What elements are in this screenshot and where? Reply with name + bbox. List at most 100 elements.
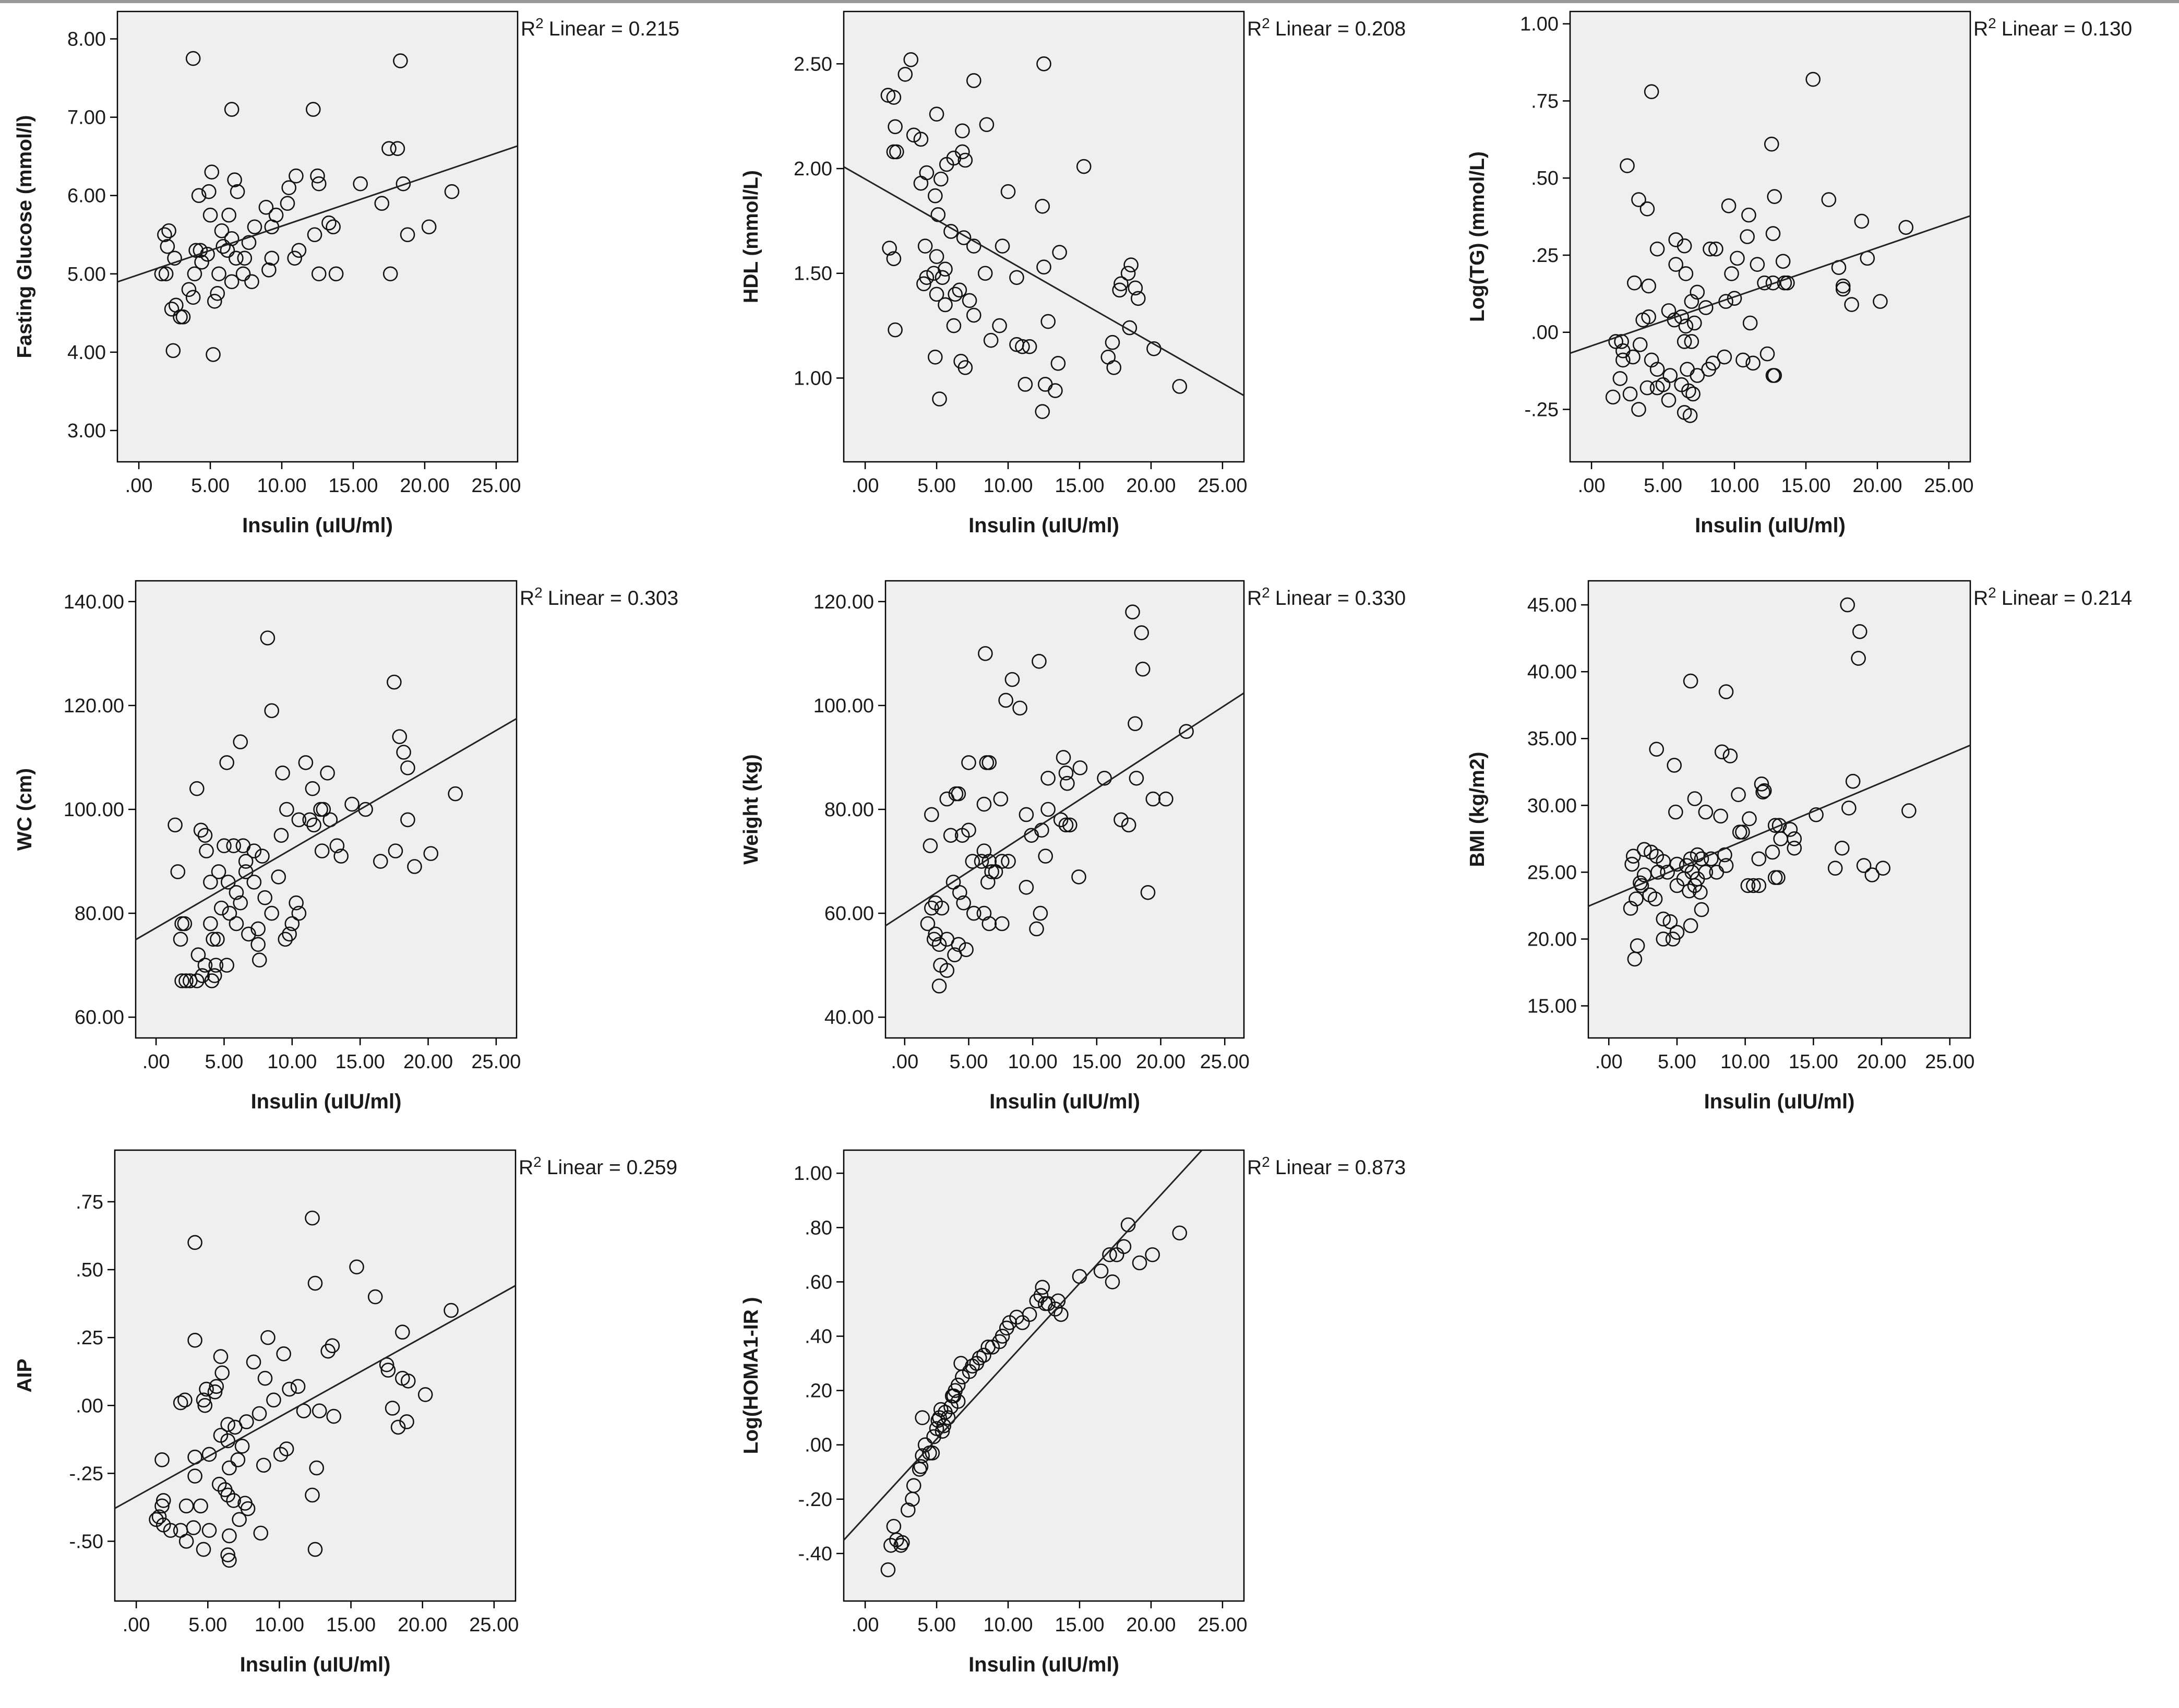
data-point — [246, 1354, 261, 1370]
data-point — [915, 1448, 930, 1463]
data-point — [1631, 192, 1646, 207]
data-point — [177, 1392, 193, 1408]
data-point — [207, 1384, 223, 1400]
data-point — [220, 1417, 235, 1432]
data-point — [170, 864, 186, 879]
data-point — [219, 755, 234, 770]
data-point — [1615, 352, 1631, 368]
data-point — [928, 350, 943, 365]
data-point — [1172, 379, 1188, 394]
data-point — [305, 1487, 320, 1503]
x-axis-title: Insulin (uIU/ml) — [1695, 514, 1846, 537]
data-point — [1128, 716, 1143, 732]
data-point — [1667, 758, 1682, 773]
y-tick-label: .75 — [1531, 90, 1559, 112]
data-point — [1685, 386, 1701, 402]
data-point — [939, 157, 954, 172]
data-point — [396, 745, 411, 760]
data-point — [925, 1446, 940, 1461]
data-point — [1755, 784, 1770, 800]
x-axis-title: Insulin (uIU/ml) — [1704, 1090, 1855, 1113]
data-point — [1767, 189, 1782, 204]
data-point — [1058, 766, 1074, 781]
x-tick-label: 25.00 — [1198, 1614, 1247, 1636]
plot-frame — [843, 1149, 1245, 1602]
data-point — [1125, 604, 1140, 620]
data-point — [222, 1460, 237, 1476]
data-point — [1687, 315, 1702, 331]
data-point — [1179, 724, 1194, 739]
data-point — [1683, 673, 1698, 689]
data-point — [1845, 773, 1861, 789]
data-point — [1898, 220, 1914, 235]
data-point — [307, 1275, 323, 1291]
x-axis-title: Insulin (uIU/ml) — [240, 1653, 391, 1676]
data-point — [1805, 71, 1821, 87]
fit-line — [844, 166, 1244, 397]
data-point — [189, 781, 205, 796]
data-point — [197, 828, 213, 843]
data-point — [1017, 377, 1033, 392]
data-point — [1717, 349, 1732, 365]
data-point — [1678, 318, 1694, 334]
data-point — [1639, 201, 1655, 217]
data-point — [257, 1370, 273, 1386]
x-tick-label: 20.00 — [1852, 475, 1902, 497]
data-point — [1642, 887, 1657, 903]
r-squared-label: R2 Linear = 0.259 — [519, 1154, 677, 1179]
data-point — [407, 859, 422, 874]
data-point — [976, 1347, 991, 1363]
y-tick-label: .40 — [805, 1326, 832, 1348]
data-point — [203, 875, 218, 890]
x-tick-label: 10.00 — [983, 1614, 1033, 1636]
data-point — [1649, 241, 1665, 257]
data-point — [1856, 858, 1872, 873]
data-points — [880, 1217, 1188, 1578]
data-point — [204, 164, 220, 180]
data-point — [193, 243, 208, 258]
data-point — [215, 238, 231, 254]
data-point — [1864, 867, 1880, 882]
data-point — [926, 1429, 941, 1444]
y-tick-label: 25.00 — [1527, 862, 1577, 883]
x-tick-label: .00 — [852, 1614, 879, 1636]
data-points — [1623, 597, 1917, 967]
data-point — [1742, 315, 1758, 331]
data-point — [1854, 213, 1870, 229]
data-point — [312, 1403, 327, 1418]
data-point — [974, 854, 989, 869]
data-point — [1656, 911, 1671, 927]
data-point — [984, 864, 999, 879]
data-point — [1750, 257, 1765, 272]
data-point — [316, 802, 331, 817]
data-point — [246, 875, 262, 890]
data-point — [196, 1392, 211, 1408]
y-tick-label: 1.00 — [794, 367, 832, 389]
data-point — [888, 322, 903, 338]
y-tick-label: 40.00 — [824, 1007, 874, 1029]
data-point — [1000, 184, 1016, 199]
data-point — [1032, 653, 1047, 669]
data-point — [1852, 624, 1867, 639]
r-squared-label: R2 Linear = 0.214 — [1973, 584, 2132, 610]
data-point — [1669, 856, 1685, 872]
data-point — [1639, 380, 1655, 396]
data-point — [940, 1410, 956, 1425]
data-point — [1623, 901, 1638, 916]
data-point — [224, 274, 240, 290]
data-point — [923, 838, 938, 853]
data-point — [920, 916, 936, 931]
data-point — [187, 1333, 202, 1348]
data-point — [291, 812, 307, 828]
data-point — [284, 916, 300, 931]
data-point — [994, 916, 1010, 931]
data-point — [229, 250, 244, 266]
data-point — [1612, 371, 1628, 386]
data-point — [226, 1493, 241, 1508]
data-point — [1627, 951, 1643, 967]
data-point — [307, 1542, 323, 1557]
data-point — [390, 141, 405, 156]
x-tick-label: 10.00 — [255, 1614, 304, 1636]
data-point — [1641, 309, 1656, 325]
y-tick-label: 140.00 — [64, 591, 124, 613]
